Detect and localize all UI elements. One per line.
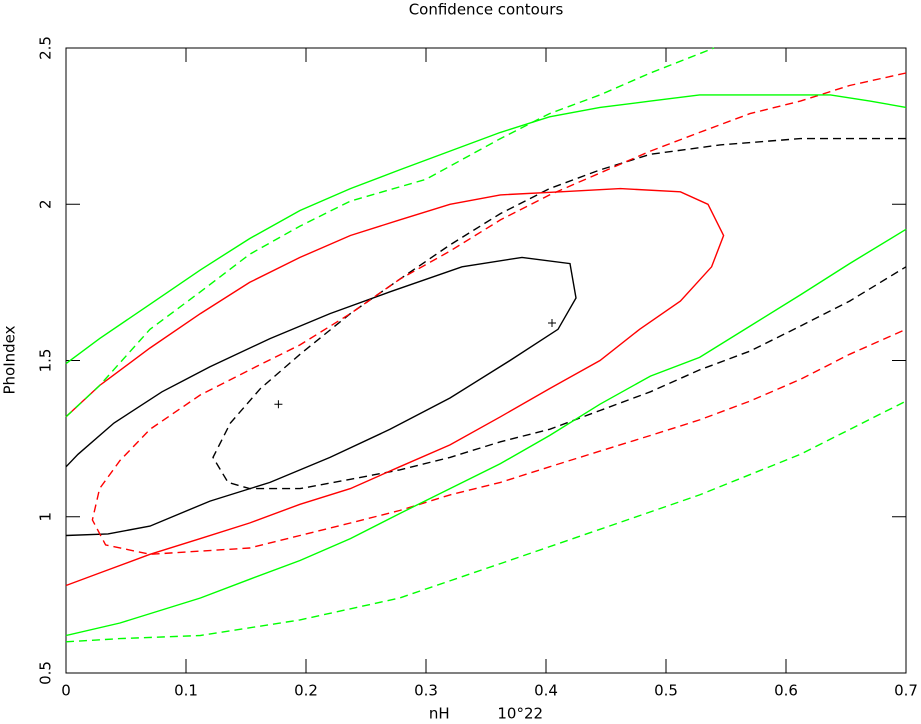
y-tick-label: 1 xyxy=(37,512,55,522)
y-tick-label: 1.5 xyxy=(37,349,55,373)
x-axis-label: nH 10°22 xyxy=(429,705,543,723)
contour-line xyxy=(65,47,907,643)
y-tick-label: 0.5 xyxy=(37,661,55,685)
y-tick-label: 2.5 xyxy=(37,36,55,60)
x-tick-label: 0.7 xyxy=(894,682,918,700)
x-tick-label: 0.1 xyxy=(174,682,198,700)
x-tick-label: 0.6 xyxy=(774,682,798,700)
x-tick-label: 0.5 xyxy=(654,682,678,700)
x-tick-label: 0.4 xyxy=(534,682,558,700)
y-tick-label: 2 xyxy=(37,199,55,209)
best-fit-marker xyxy=(548,319,556,327)
x-tick-label: 0.2 xyxy=(294,682,318,700)
y-axis-label: PhoIndex xyxy=(1,325,19,394)
chart-title: Confidence contours xyxy=(409,1,564,19)
plot-frame xyxy=(65,47,907,674)
x-tick-label: 0.3 xyxy=(414,682,438,700)
contour-line xyxy=(65,187,725,587)
best-fit-marker xyxy=(274,400,283,409)
contour-line xyxy=(65,94,907,637)
contour-line xyxy=(91,72,907,556)
x-tick-label: 0 xyxy=(61,682,71,700)
contour-line xyxy=(212,137,907,490)
contour-line xyxy=(65,256,577,537)
